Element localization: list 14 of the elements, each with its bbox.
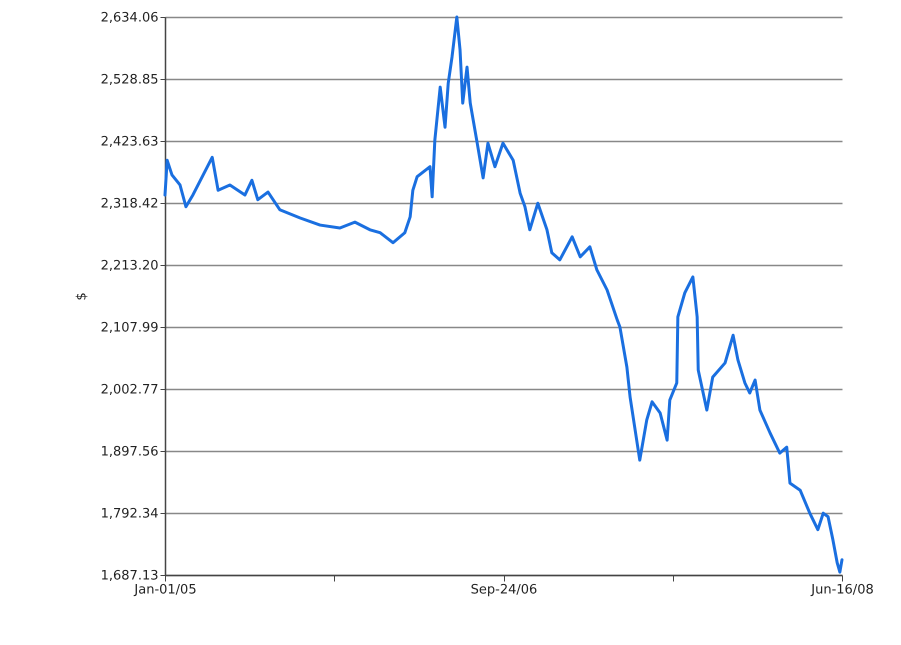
y-tick-label: 2,213.20	[100, 258, 158, 274]
y-tick-label: 2,002.77	[100, 382, 158, 398]
y-axis-title: $	[74, 292, 90, 301]
x-tick-label: Jan-01/05	[133, 582, 197, 598]
y-tick-label: 1,687.13	[100, 568, 158, 584]
x-tick-label: Sep-24/06	[470, 582, 538, 598]
y-tick-label: 2,528.85	[100, 72, 158, 88]
y-tick-label: 2,423.63	[100, 134, 158, 150]
y-tick-label: 1,897.56	[100, 444, 158, 460]
y-tick-label: 2,107.99	[100, 320, 158, 336]
y-tick-label: 2,634.06	[100, 10, 158, 26]
x-tick-label: Jun-16/08	[810, 582, 874, 598]
y-tick-label: 1,792.34	[100, 506, 158, 522]
y-tick-label: 2,318.42	[100, 196, 158, 212]
